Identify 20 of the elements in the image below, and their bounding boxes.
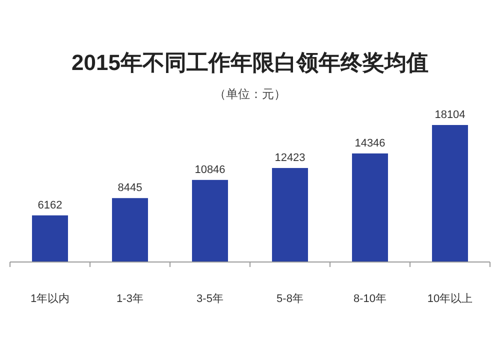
x-tick-label: 8-10年 — [353, 293, 387, 305]
data-label: 12423 — [274, 152, 306, 164]
bar — [432, 125, 468, 262]
x-tick-label: 1-3年 — [116, 293, 144, 305]
x-tick-label: 1年以内 — [30, 292, 70, 305]
chart-title: 2015年不同工作年限白领年终奖均值 — [72, 50, 428, 75]
data-label: 6162 — [38, 199, 62, 212]
chart-subtitle: （单位：元） — [214, 87, 286, 101]
bar — [112, 198, 148, 262]
x-tick-label: 3-5年 — [196, 293, 224, 305]
bar — [272, 168, 308, 262]
bar — [32, 215, 68, 262]
data-label: 18104 — [434, 109, 466, 121]
x-tick-label: 5-8年 — [276, 293, 304, 305]
data-label: 10846 — [194, 164, 226, 176]
bar — [192, 180, 228, 262]
data-label: 14346 — [354, 137, 386, 150]
x-tick-label: 10年以上 — [427, 292, 473, 305]
bar — [352, 153, 388, 262]
data-label: 8445 — [118, 182, 142, 194]
